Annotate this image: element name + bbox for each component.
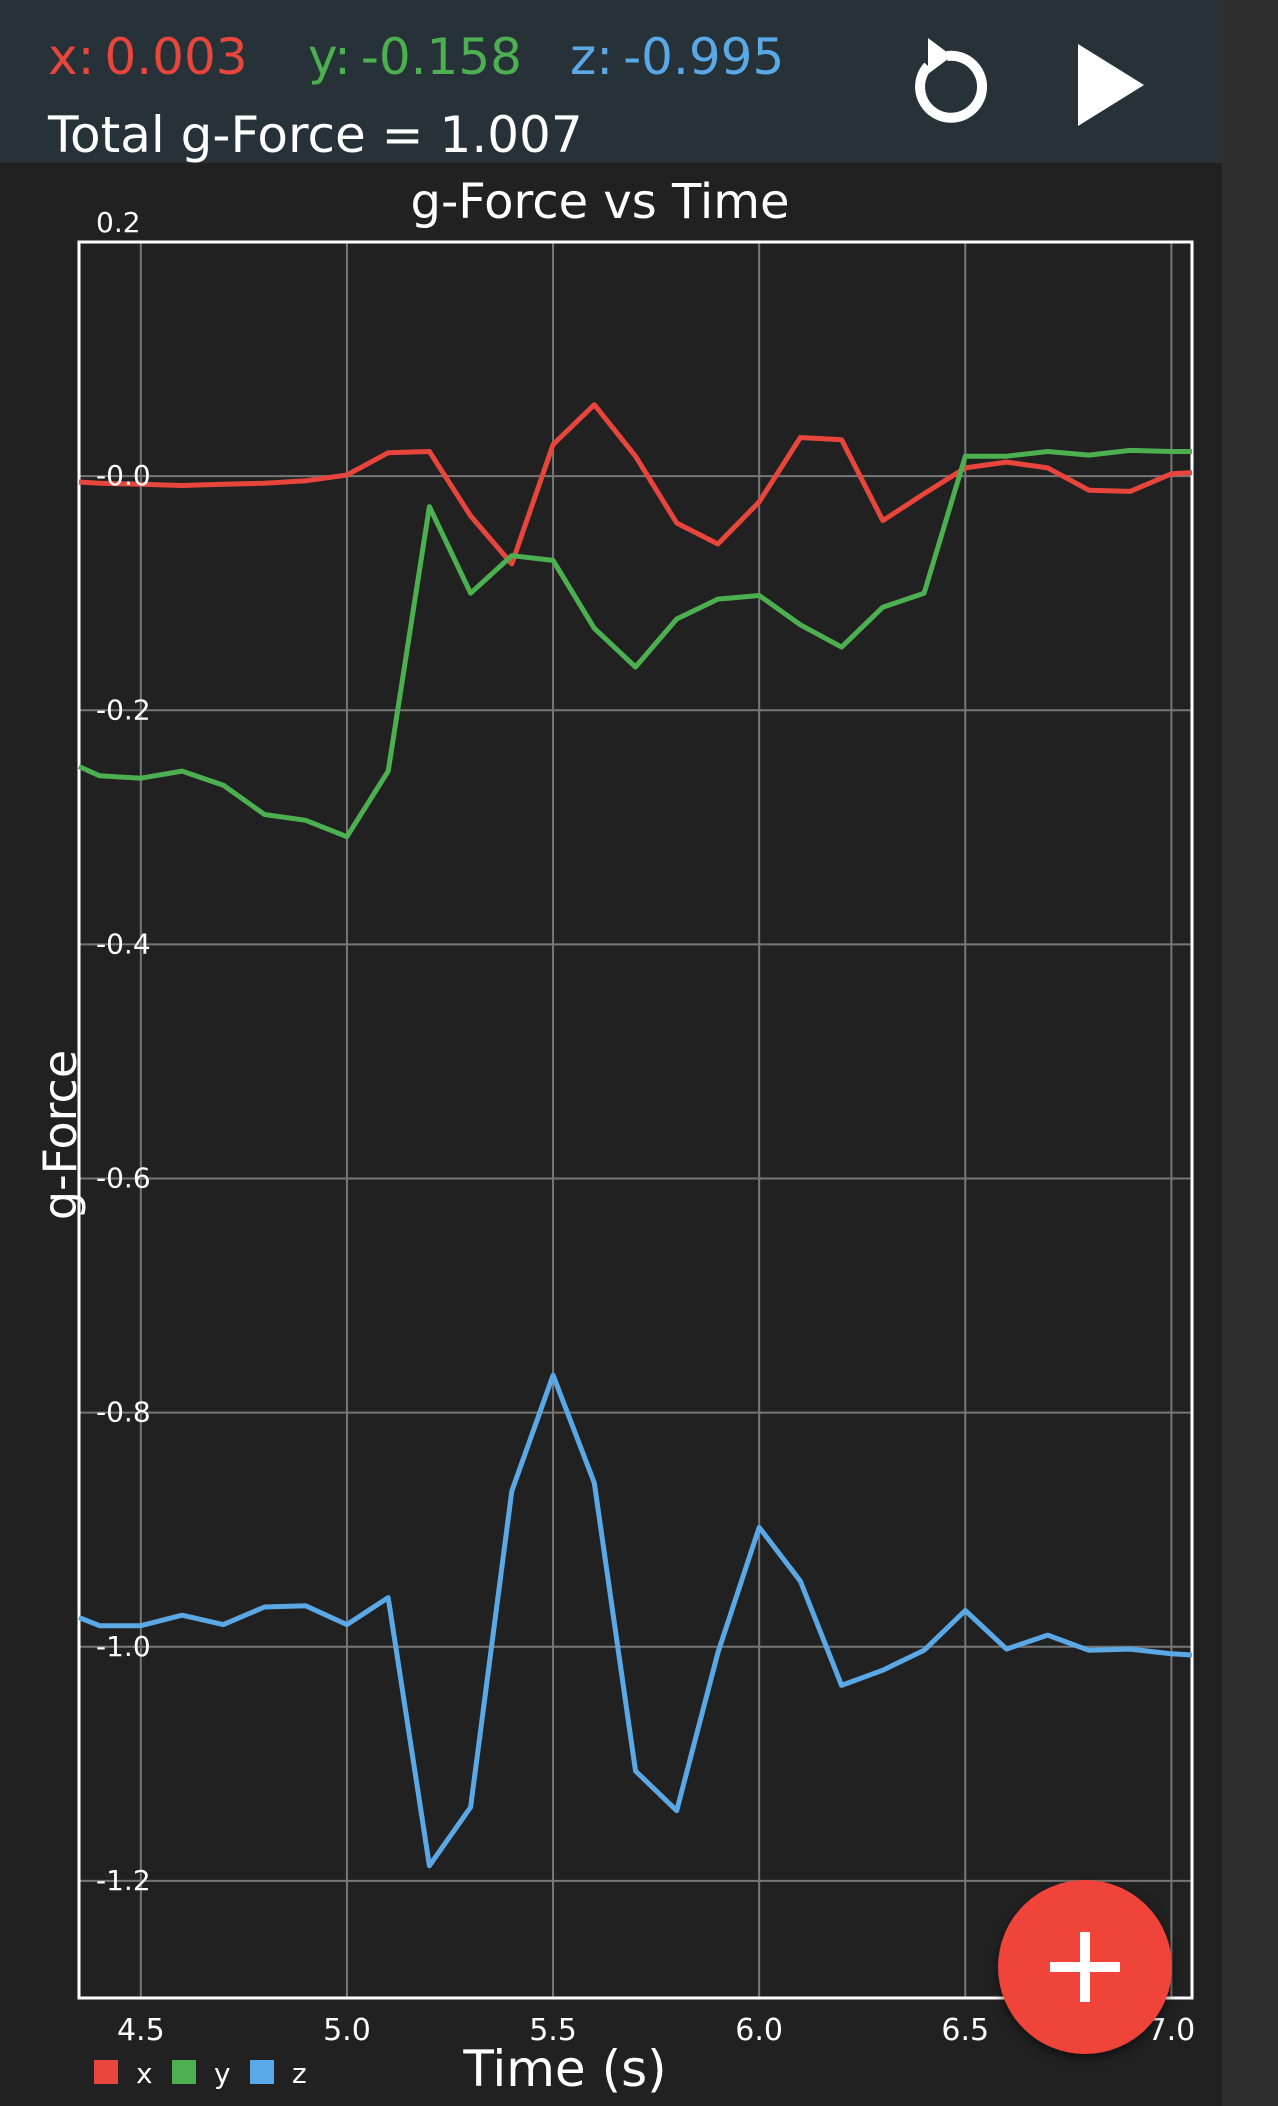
legend-label-x: x (136, 2057, 153, 2090)
y-axis-label: g-Force (33, 1050, 87, 1220)
y-tick-label: -0.2 (96, 693, 151, 726)
total-gforce-readout: Total g-Force = 1.007 (48, 106, 583, 164)
series-line-x (78, 402, 1193, 567)
x-tick-label: 6.0 (735, 2013, 783, 2048)
x-tick-label: 5.0 (323, 2013, 371, 2048)
legend-swatch-x (94, 2060, 118, 2084)
x-readout: x: 0.003 (48, 28, 248, 86)
y-tick-label: -0.6 (96, 1162, 151, 1195)
z-readout-label: z: (570, 28, 614, 86)
chart-grid (79, 241, 1192, 1998)
reset-button[interactable] (892, 30, 1002, 140)
z-readout: z: -0.995 (570, 28, 784, 86)
total-gforce-label: Total g-Force = (48, 106, 424, 164)
chart-legend: x y z (94, 2057, 307, 2090)
y-tick-label: -1.2 (96, 1864, 151, 1897)
chart-title: g-Force vs Time (410, 174, 789, 230)
y-tick-label: -1.0 (96, 1630, 151, 1663)
x-tick-label: 7.0 (1148, 2013, 1196, 2048)
right-edge-strip (1222, 0, 1278, 2106)
x-tick-labels: 4.5 5.0 5.5 6.0 6.5 7.0 (117, 2013, 1195, 2048)
readout-header: x: 0.003 y: -0.158 z: -0.995 Total g-Force … (0, 0, 1222, 164)
y-tick-label: -0.8 (96, 1396, 151, 1429)
y-tick-label: -0.4 (96, 927, 151, 960)
gforce-chart: 0.2 -0.0 -0.2 -0.4 -0.6 -0.8 -1.0 -1.2 4.5 5.0 5.… (33, 174, 1195, 2098)
plot-frame (77, 240, 1194, 2000)
series-line-z (78, 1372, 1193, 1869)
x-readout-label: x: (48, 28, 95, 86)
y-tick-label: 0.2 (96, 206, 141, 239)
legend-label-y: y (214, 2057, 231, 2090)
x-tick-label: 6.5 (941, 2013, 989, 2048)
reset-icon (915, 38, 987, 123)
play-button[interactable] (1054, 30, 1164, 140)
y-tick-labels: 0.2 -0.0 -0.2 -0.4 -0.6 -0.8 -1.0 -1.2 (96, 206, 151, 1897)
chart-series (77, 402, 1193, 1869)
y-tick-label: -0.0 (96, 459, 151, 492)
legend-swatch-y (172, 2060, 196, 2084)
plus-icon (1050, 1932, 1120, 2002)
x-tick-label: 5.5 (529, 2013, 577, 2048)
series-line-y (77, 447, 1192, 840)
y-readout-label: y: (308, 28, 351, 86)
legend-label-z: z (292, 2057, 307, 2090)
total-gforce-value: 1.007 (439, 106, 583, 164)
x-readout-value: 0.003 (104, 28, 248, 86)
x-axis-label: Time (s) (462, 2040, 666, 2098)
y-readout: y: -0.158 (308, 28, 522, 86)
add-button[interactable] (998, 1880, 1172, 2054)
play-icon (1078, 44, 1144, 126)
z-readout-value: -0.995 (623, 28, 785, 86)
legend-swatch-z (250, 2060, 274, 2084)
x-tick-label: 4.5 (117, 2013, 165, 2048)
y-readout-value: -0.158 (360, 28, 522, 86)
